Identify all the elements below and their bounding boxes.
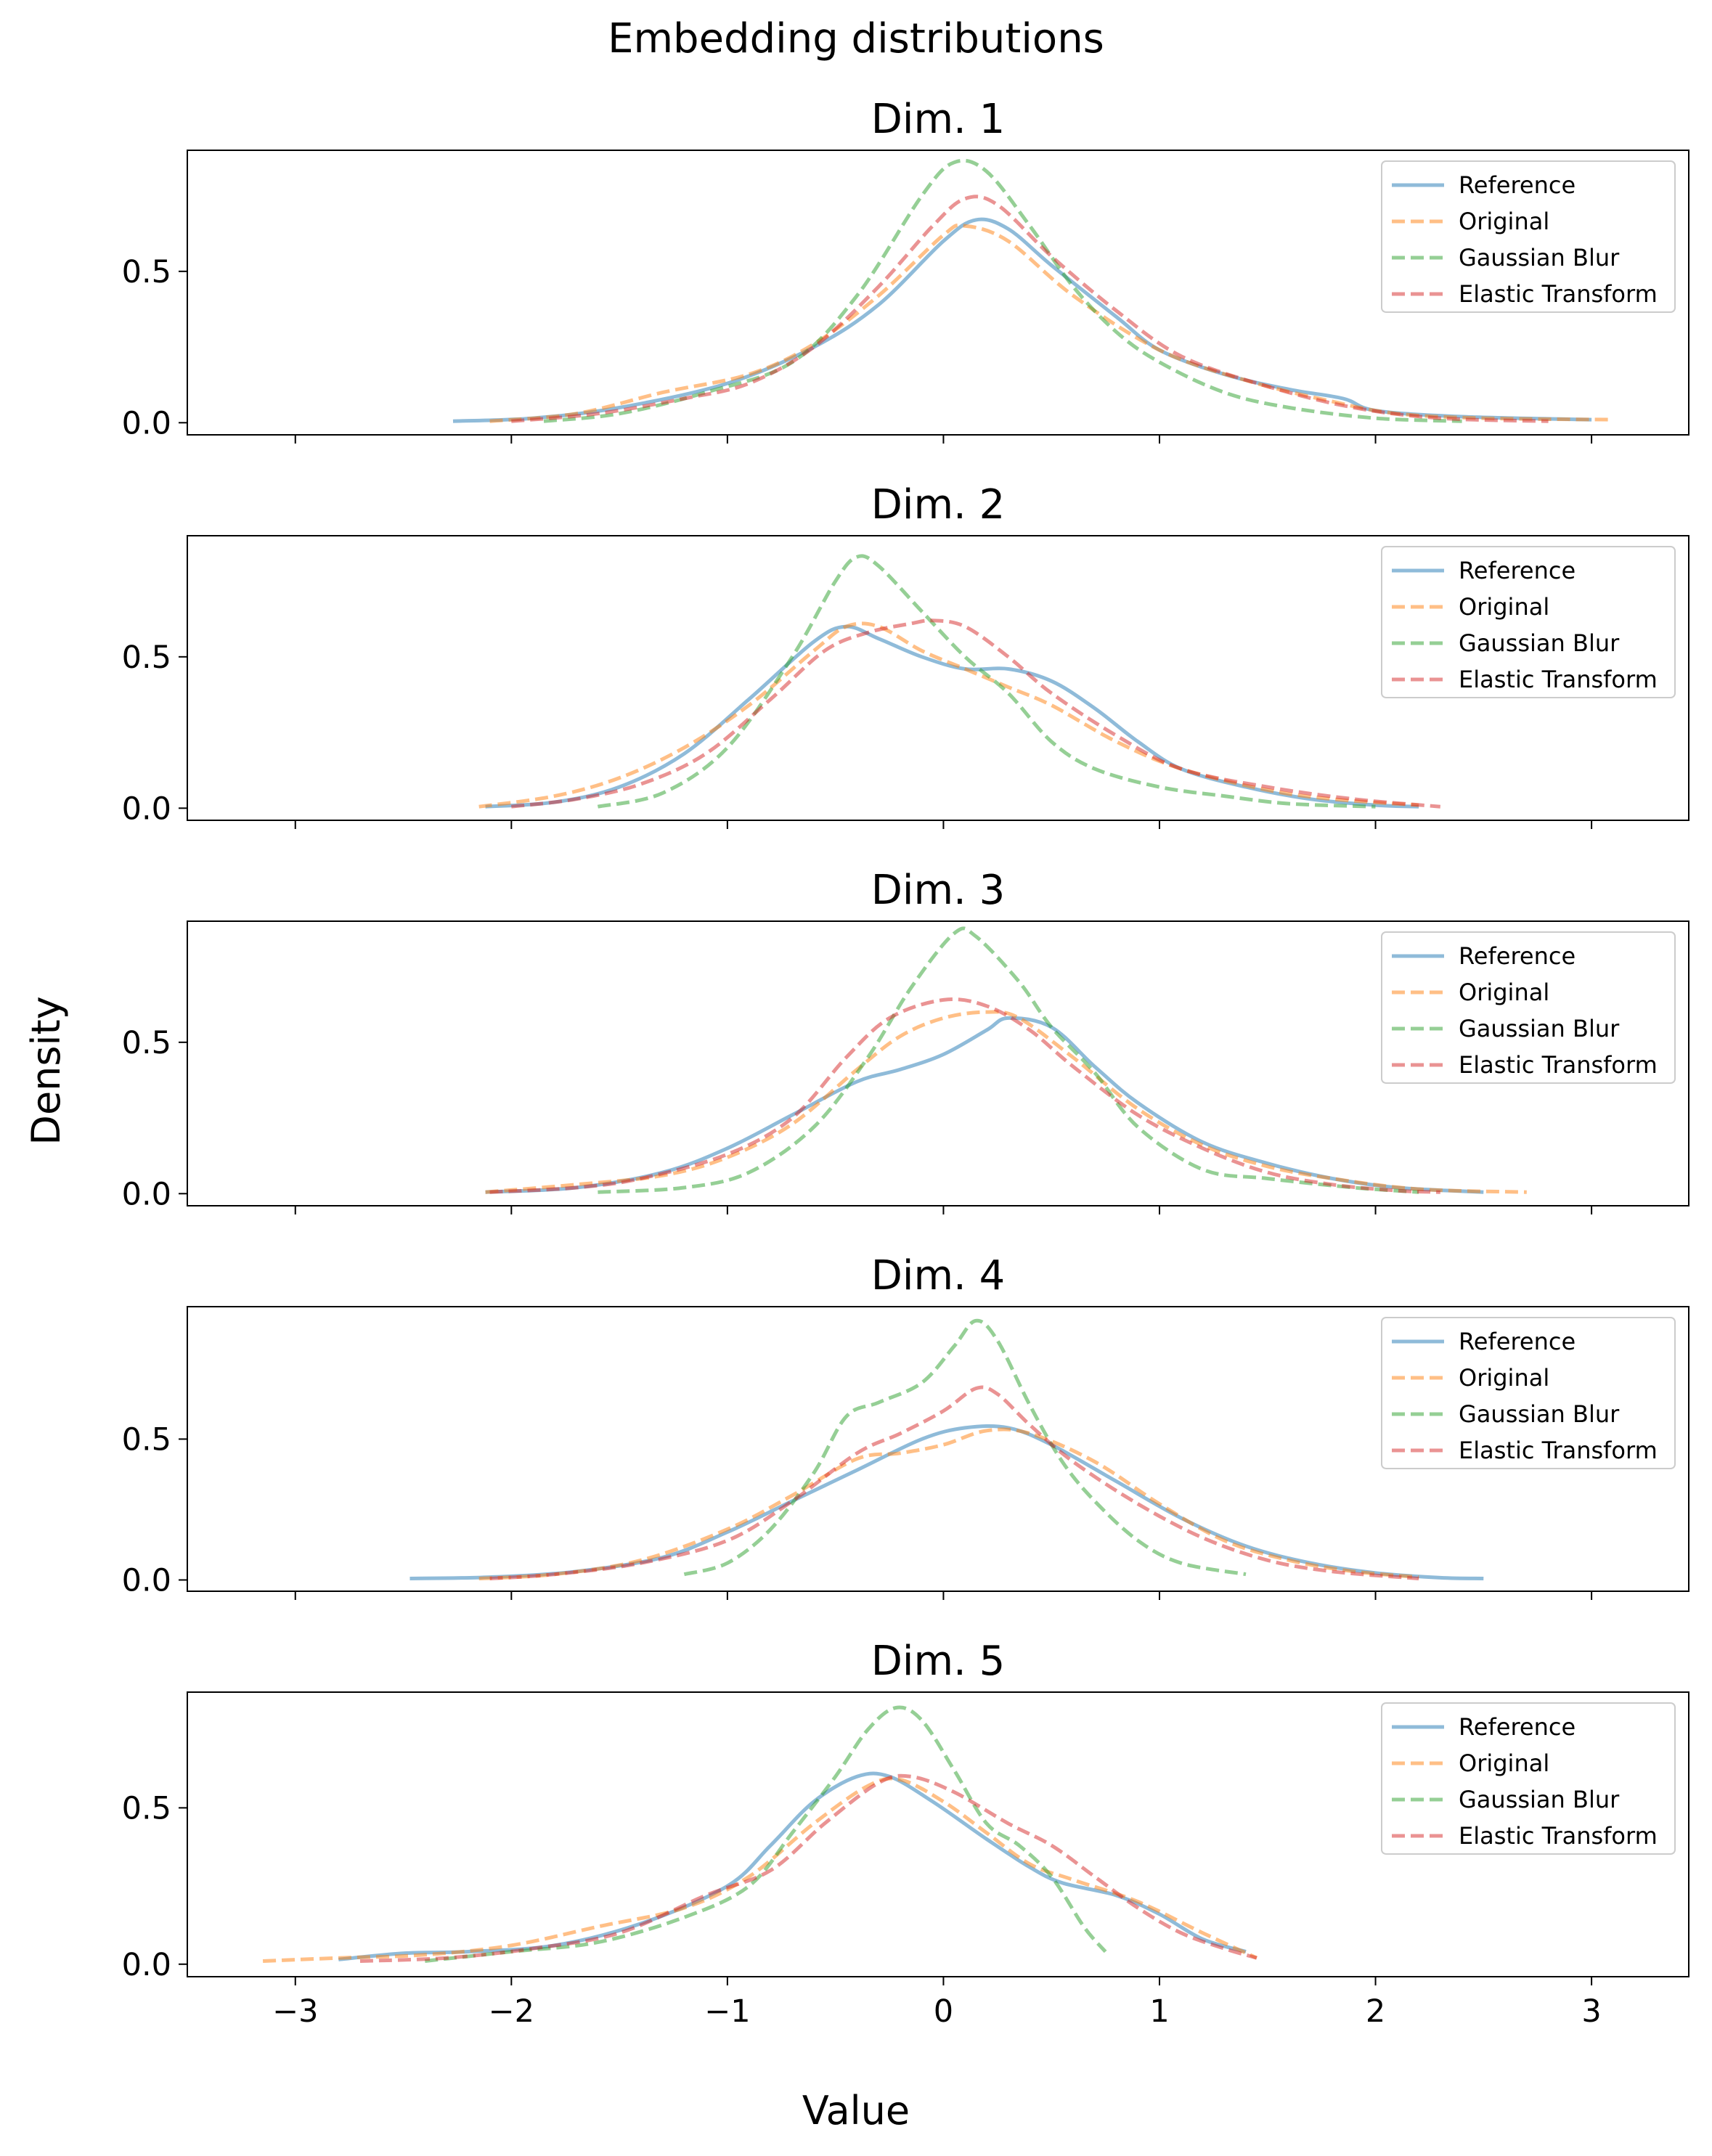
series-line-elastic-transform bbox=[489, 1385, 1419, 1580]
y-tick-label: 0.5 bbox=[122, 254, 171, 290]
legend-label: Original bbox=[1459, 1364, 1549, 1392]
legend-label: Reference bbox=[1459, 171, 1576, 199]
legend-label: Original bbox=[1459, 979, 1549, 1006]
y-tick-label: 0.0 bbox=[122, 405, 171, 441]
legend-label: Gaussian Blur bbox=[1459, 1786, 1620, 1813]
axes-frame bbox=[187, 150, 1689, 436]
series-line-reference bbox=[452, 217, 1592, 423]
legend-label: Reference bbox=[1459, 942, 1576, 970]
series-line-reference bbox=[409, 1424, 1484, 1580]
axes-frame bbox=[187, 1306, 1689, 1592]
series-line-original bbox=[478, 1427, 1419, 1580]
legend-label: Reference bbox=[1459, 557, 1576, 584]
x-tick-label: −2 bbox=[489, 1993, 534, 2030]
legend-box bbox=[1381, 1702, 1676, 1855]
legend-box bbox=[1381, 931, 1676, 1084]
y-tick-label: 0.5 bbox=[122, 640, 171, 676]
series-line-elastic-transform bbox=[489, 997, 1440, 1194]
x-tick-label: 0 bbox=[934, 1993, 953, 2030]
series-line-elastic-transform bbox=[511, 195, 1549, 423]
panel-4: Dim. 4 0.0 0.5 Reference Original Gaussian Bl… bbox=[122, 1252, 1689, 1600]
panel-5: Dim. 5 −3 −2 −1 0 1 2 3 0.0 0.5 Reference Original G… bbox=[122, 1638, 1689, 2030]
legend-label: Elastic Transform bbox=[1459, 666, 1658, 693]
series-line-gaussian-blur bbox=[683, 1318, 1247, 1577]
panel-1: Dim. 1 0.0 0.5 Reference Original Gaussian Bl… bbox=[122, 96, 1689, 444]
legend-label: Elastic Transform bbox=[1459, 1051, 1658, 1079]
panel-title: Dim. 5 bbox=[871, 1638, 1005, 1685]
panel-3: Dim. 3 0.0 0.5 Reference Original Gaussian Bl… bbox=[122, 867, 1689, 1214]
series-line-reference bbox=[338, 1771, 1247, 1961]
series-line-original bbox=[485, 1010, 1527, 1194]
axes-frame bbox=[187, 920, 1689, 1206]
y-axis-label: Density bbox=[23, 996, 69, 1145]
y-tick-label: 0.0 bbox=[122, 1947, 171, 1983]
series-line-gaussian-blur bbox=[425, 1705, 1107, 1963]
legend: Reference Original Gaussian Blur Elastic Tr… bbox=[1381, 1317, 1676, 1469]
axes-frame bbox=[187, 1691, 1689, 1977]
y-tick-label: 0.0 bbox=[122, 791, 171, 827]
series-line-gaussian-blur bbox=[598, 926, 1419, 1194]
legend-label: Gaussian Blur bbox=[1459, 1015, 1620, 1042]
subplots: Dim. 1 0.0 0.5 Reference Original Gaussian Bl… bbox=[122, 96, 1689, 2030]
series-line-original bbox=[262, 1776, 1257, 1963]
y-tick-label: 0.5 bbox=[122, 1421, 171, 1458]
series-line-gaussian-blur bbox=[543, 158, 1462, 423]
legend-label: Elastic Transform bbox=[1459, 280, 1658, 308]
x-tick-label: −1 bbox=[704, 1993, 750, 2030]
y-tick-label: 0.5 bbox=[122, 1025, 171, 1061]
x-axis-label: Value bbox=[802, 2088, 910, 2133]
legend-label: Original bbox=[1459, 1749, 1549, 1777]
legend-label: Reference bbox=[1459, 1328, 1576, 1355]
panel-title: Dim. 4 bbox=[871, 1252, 1005, 1299]
legend-label: Elastic Transform bbox=[1459, 1822, 1658, 1850]
y-tick-label: 0.0 bbox=[122, 1562, 171, 1598]
legend-box bbox=[1381, 546, 1676, 698]
panel-title: Dim. 1 bbox=[871, 96, 1005, 143]
series-line-reference bbox=[485, 624, 1419, 809]
legend-label: Elastic Transform bbox=[1459, 1437, 1658, 1464]
legend-label: Gaussian Blur bbox=[1459, 244, 1620, 271]
panel-title: Dim. 3 bbox=[871, 867, 1005, 914]
legend-box bbox=[1381, 160, 1676, 313]
x-tick-label: 1 bbox=[1149, 1993, 1169, 2030]
series-line-reference bbox=[485, 1016, 1484, 1194]
series-line-original bbox=[478, 621, 1419, 809]
panel-2: Dim. 2 0.0 0.5 Reference Original Gaussian Bl… bbox=[122, 481, 1689, 829]
panel-title: Dim. 2 bbox=[871, 481, 1005, 528]
x-tick-label: −3 bbox=[272, 1993, 318, 2030]
legend-label: Gaussian Blur bbox=[1459, 1400, 1620, 1428]
series-line-elastic-transform bbox=[359, 1773, 1257, 1963]
legend-label: Gaussian Blur bbox=[1459, 629, 1620, 657]
series-line-gaussian-blur bbox=[597, 554, 1376, 809]
legend-label: Reference bbox=[1459, 1713, 1576, 1741]
legend-label: Original bbox=[1459, 593, 1549, 621]
x-tick-label: 2 bbox=[1366, 1993, 1385, 2030]
y-tick-label: 0.0 bbox=[122, 1176, 171, 1212]
y-tick-label: 0.5 bbox=[122, 1790, 171, 1826]
legend-label: Original bbox=[1459, 208, 1549, 235]
legend: Reference Original Gaussian Blur Elastic Tr… bbox=[1381, 1702, 1676, 1855]
legend: Reference Original Gaussian Blur Elastic Tr… bbox=[1381, 931, 1676, 1084]
figure-title: Embedding distributions bbox=[608, 15, 1104, 62]
legend: Reference Original Gaussian Blur Elastic Tr… bbox=[1381, 160, 1676, 313]
x-tick-label: 3 bbox=[1581, 1993, 1601, 2030]
legend: Reference Original Gaussian Blur Elastic Tr… bbox=[1381, 546, 1676, 698]
series-line-elastic-transform bbox=[511, 618, 1441, 809]
legend-box bbox=[1381, 1317, 1676, 1469]
axes-frame bbox=[187, 535, 1689, 821]
